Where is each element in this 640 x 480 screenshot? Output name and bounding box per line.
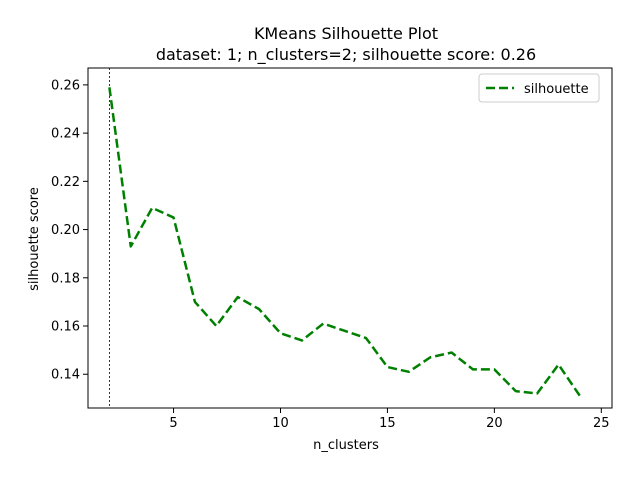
y-tick-label: 0.22 <box>51 175 80 190</box>
legend-box <box>478 73 600 103</box>
chart-subtitle: dataset: 1; n_clusters=2; silhouette sco… <box>156 45 536 65</box>
x-tick-label: 15 <box>379 416 396 431</box>
axes-frame <box>87 67 613 409</box>
y-tick-label: 0.14 <box>51 368 80 383</box>
x-tick-label: 25 <box>593 416 610 431</box>
x-tick-label: 10 <box>272 416 289 431</box>
plot-area: 5 10 15 20 25 0.14 0.16 0.18 0.20 0.22 0.24 0.26 <box>51 67 613 431</box>
y-axis-label: silhouette score <box>27 187 42 291</box>
series-line-silhouette <box>108 87 581 397</box>
y-tick-label: 0.26 <box>51 78 80 93</box>
y-tick-label: 0.18 <box>51 271 80 286</box>
legend: silhouette <box>478 73 600 103</box>
chart-title: KMeans Silhouette Plot <box>254 24 438 43</box>
x-tick-label: 5 <box>169 416 177 431</box>
x-tick-label: 20 <box>486 416 503 431</box>
y-tick-label: 0.16 <box>51 320 80 335</box>
y-tick-label: 0.24 <box>51 127 80 142</box>
y-tick-label: 0.20 <box>51 223 80 238</box>
legend-label-silhouette: silhouette <box>524 82 589 97</box>
x-axis-label: n_clusters <box>313 438 379 453</box>
